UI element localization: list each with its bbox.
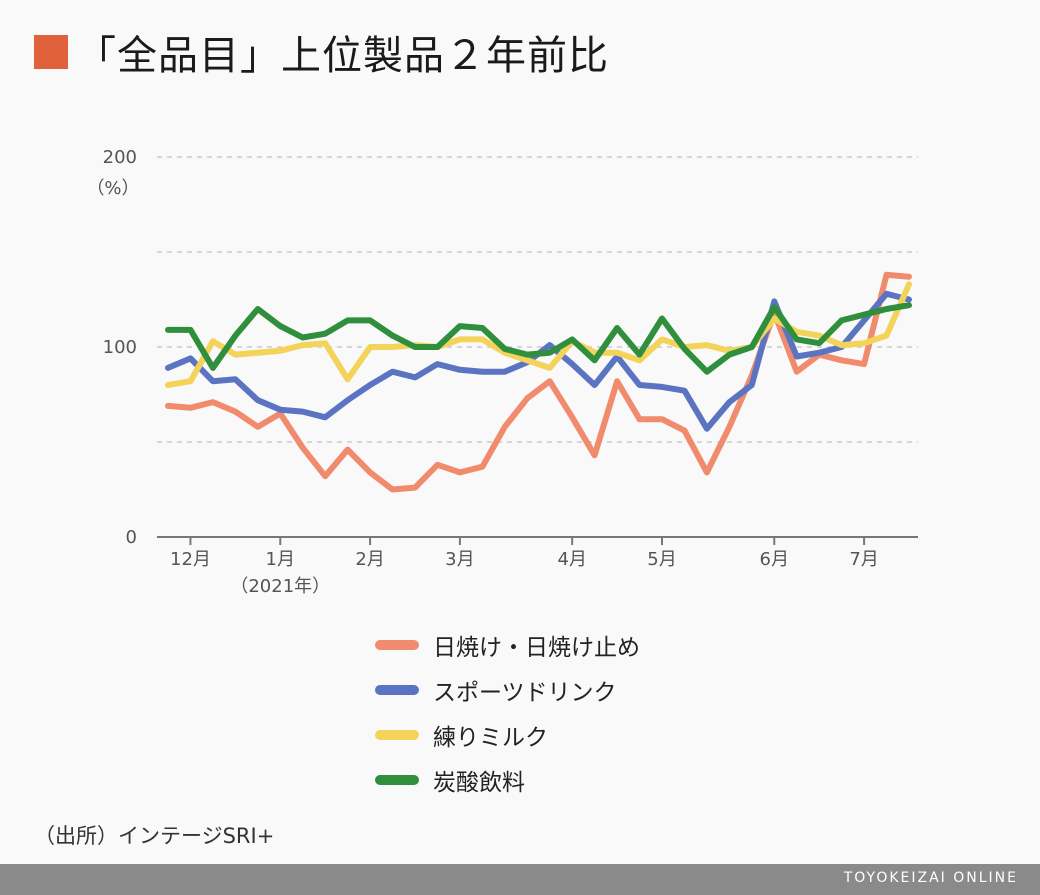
chart-plot: 0 100 200 （%） 12月 1月 （2021年） 2月 3月 4月 5月 6月 7月	[86, 147, 918, 597]
legend-swatch	[375, 639, 419, 650]
series-lines	[165, 271, 912, 493]
footer-brand: TOYOKEIZAI ONLINE	[843, 870, 1018, 886]
chart-title: 「全品目」上位製品２年前比	[76, 33, 609, 79]
x-tick-label: 2月	[355, 549, 384, 570]
x-tick-sublabel: （2021年）	[230, 576, 330, 597]
legend-swatch	[375, 774, 419, 785]
series-line	[165, 302, 912, 375]
legend-item: 炭酸飲料	[375, 757, 640, 802]
x-tick-label: 4月	[557, 549, 586, 570]
title-square-icon	[34, 35, 68, 69]
y-tick-label: 100	[103, 337, 137, 358]
x-tick-label: 5月	[647, 549, 676, 570]
legend-label: 日焼け・日焼け止め	[433, 634, 640, 661]
x-tick-label: 1月	[266, 549, 295, 570]
x-tick-label: 12月	[170, 549, 211, 570]
series-line	[165, 271, 912, 493]
source-note: （出所）インテージSRI+	[34, 824, 275, 848]
legend-label: スポーツドリンク	[433, 679, 617, 706]
x-tick-label: 6月	[760, 549, 789, 570]
chart-title-block: 「全品目」上位製品２年前比	[34, 22, 609, 82]
legend-label: 練りミルク	[433, 724, 548, 751]
y-axis-unit: （%）	[86, 178, 139, 199]
legend-swatch	[375, 729, 419, 740]
legend-label: 炭酸飲料	[433, 769, 525, 796]
x-tick-label: 3月	[445, 549, 474, 570]
y-tick-label: 0	[126, 527, 137, 548]
x-tick-label: 7月	[849, 549, 878, 570]
legend-item: スポーツドリンク	[375, 667, 640, 712]
legend-swatch	[375, 684, 419, 695]
grid-lines	[157, 156, 918, 443]
tick-labels: 0 100 200 （%） 12月 1月 （2021年） 2月 3月 4月 5月 6月 7月	[86, 147, 878, 597]
y-tick-label: 200	[103, 147, 137, 168]
footer-bar: TOYOKEIZAI ONLINE	[0, 864, 1040, 895]
legend: 日焼け・日焼け止め スポーツドリンク 練りミルク炭酸飲料	[375, 622, 640, 802]
legend-item: 日焼け・日焼け止め	[375, 622, 640, 667]
axes	[157, 536, 918, 545]
legend-item: 練りミルク	[375, 712, 640, 757]
